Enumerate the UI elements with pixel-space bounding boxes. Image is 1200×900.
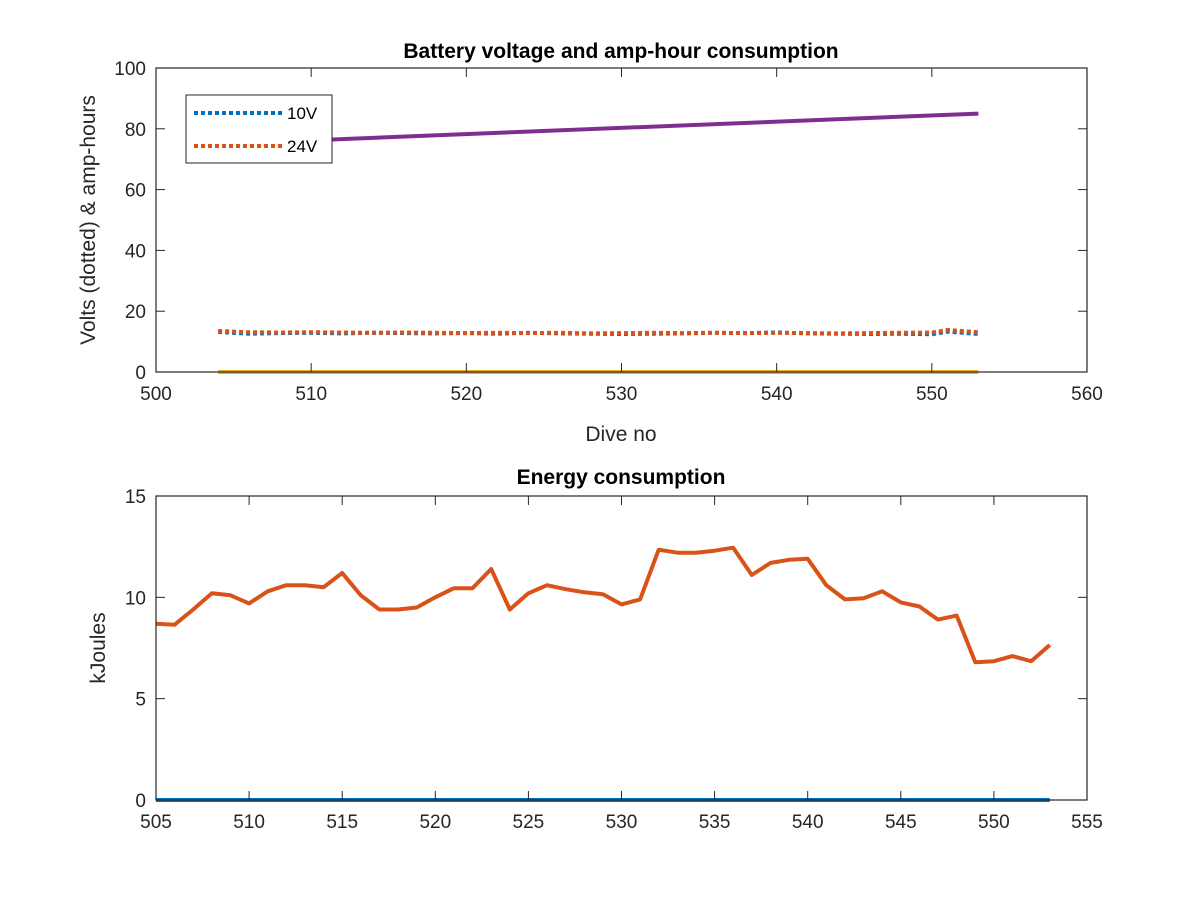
voltage-legend: 10V 24V bbox=[185, 94, 333, 164]
energy-y-tick-label: 15 bbox=[125, 487, 146, 508]
legend-box bbox=[185, 94, 333, 164]
voltage-amphour-subplot: 500 510 520 530 540 550 560 0 20 40 60 80 100 Batter… bbox=[77, 40, 1103, 446]
energy-x-tick-label: 515 bbox=[326, 812, 358, 833]
energy-chart-title: Energy consumption bbox=[517, 466, 726, 489]
legend-label-10v: 10V bbox=[287, 104, 318, 123]
energy-y-tick-label: 10 bbox=[125, 588, 146, 609]
voltage-y-tick-label: 40 bbox=[125, 241, 146, 262]
voltage-y-tick-label: 0 bbox=[135, 363, 146, 384]
voltage-x-tick-label: 510 bbox=[295, 384, 327, 405]
energy-x-tick-label: 505 bbox=[140, 812, 172, 833]
energy-x-tick-label: 540 bbox=[792, 812, 824, 833]
energy-x-tick-label: 555 bbox=[1071, 812, 1103, 833]
energy-x-tick-label: 535 bbox=[699, 812, 731, 833]
energy-x-tick-label: 510 bbox=[233, 812, 265, 833]
voltage-x-tick-label: 500 bbox=[140, 384, 172, 405]
voltage-y-axis-label: Volts (dotted) & amp-hours bbox=[77, 95, 100, 345]
voltage-ticks-layer: 500 510 520 530 540 550 560 0 20 40 60 80 100 bbox=[114, 59, 1103, 405]
energy-y-tick-label: 0 bbox=[135, 791, 146, 812]
energy-plot-area bbox=[156, 496, 1087, 800]
voltage-y-tick-label: 80 bbox=[125, 120, 146, 141]
voltage-x-tick-label: 530 bbox=[606, 384, 638, 405]
voltage-series-line-1 bbox=[218, 328, 979, 336]
energy-x-tick-label: 530 bbox=[606, 812, 638, 833]
voltage-x-tick-label: 560 bbox=[1071, 384, 1103, 405]
voltage-y-tick-label: 100 bbox=[114, 59, 146, 80]
energy-x-tick-label: 525 bbox=[513, 812, 545, 833]
energy-y-tick-label: 5 bbox=[135, 690, 146, 711]
voltage-chart-title: Battery voltage and amp-hour consumption bbox=[403, 40, 838, 63]
energy-x-tick-label: 520 bbox=[419, 812, 451, 833]
voltage-series-line-3 bbox=[218, 111, 979, 146]
energy-y-axis-label: kJoules bbox=[87, 612, 110, 683]
voltage-x-tick-label: 540 bbox=[761, 384, 793, 405]
energy-x-tick-label: 545 bbox=[885, 812, 917, 833]
legend-label-24v: 24V bbox=[287, 137, 318, 156]
voltage-y-tick-label: 20 bbox=[125, 302, 146, 323]
voltage-y-tick-label: 60 bbox=[125, 181, 146, 202]
energy-subplot: 505 510 515 520 525 530 535 540 545 550 555051015 … bbox=[87, 466, 1103, 833]
energy-x-tick-label: 550 bbox=[978, 812, 1010, 833]
energy-series-line-1 bbox=[155, 545, 1052, 665]
voltage-x-tick-label: 550 bbox=[916, 384, 948, 405]
voltage-x-tick-label: 520 bbox=[450, 384, 482, 405]
voltage-x-axis-label: Dive no bbox=[585, 423, 656, 446]
